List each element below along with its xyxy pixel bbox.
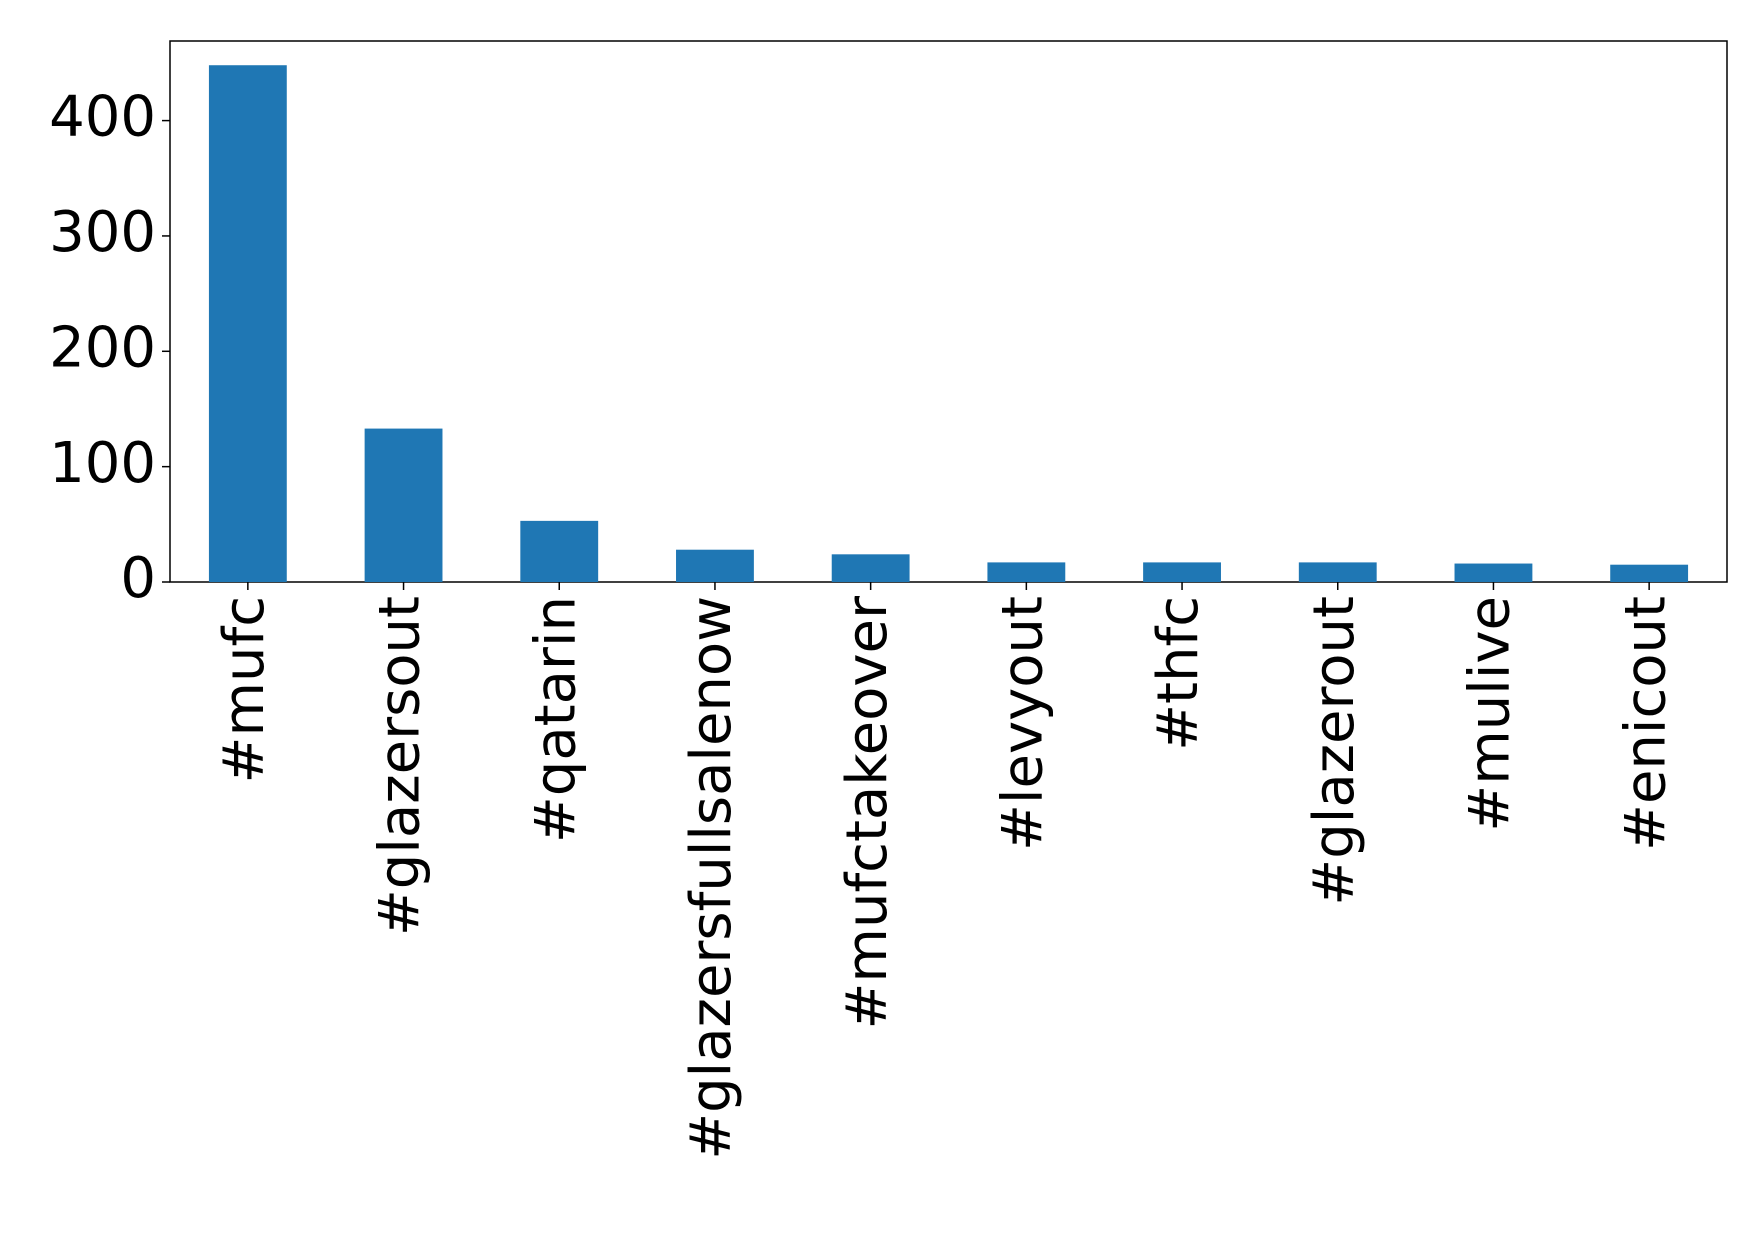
bar [208,65,287,582]
x-tick-label: #levyout [990,596,1055,851]
bar [1298,562,1377,582]
bar [831,554,910,582]
x-tick-label: #thfc [1146,596,1211,751]
y-tick-label: 0 [120,546,156,611]
y-tick-label: 200 [49,315,156,380]
x-tick-label: #qatarin [523,596,588,843]
y-tick-label: 400 [49,85,156,150]
bar [987,562,1066,582]
bar [1454,563,1533,582]
bar [676,549,754,582]
plot-frame [169,40,1728,583]
x-tick-label: #glazerout [1302,596,1367,906]
y-tick-label: 100 [49,431,156,496]
x-tick-label: #glazersfullsalenow [679,596,744,1160]
bar [1143,562,1221,582]
y-tick-label: 300 [49,200,156,265]
bar [520,520,599,582]
bar [364,428,443,582]
x-tick-label: #mufctakeover [835,595,900,1029]
x-tick-label: #mulive [1458,596,1523,832]
bar [1610,564,1689,582]
x-tick-label: #enicout [1613,596,1678,851]
x-tick-label: #glazersout [368,596,433,936]
x-tick-label: #mufc [212,596,277,783]
